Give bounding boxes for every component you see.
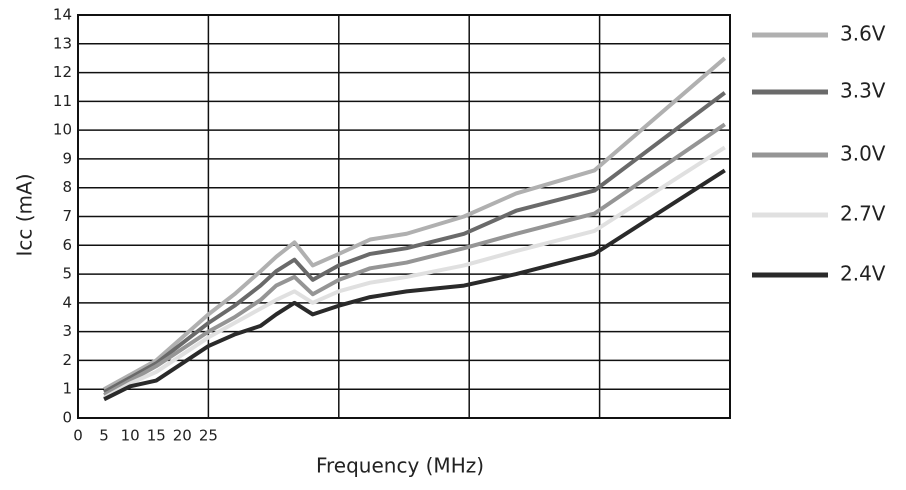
y-tick-label: 3 (62, 322, 72, 340)
y-tick-label: 4 (62, 293, 72, 311)
y-tick-label: 11 (53, 92, 72, 110)
x-tick-label: 25 (199, 427, 218, 445)
legend-label: 3.6V (840, 22, 886, 46)
x-tick-label: 0 (73, 427, 83, 445)
x-tick-label: 10 (121, 427, 140, 445)
x-axis-title: Frequency (MHz) (316, 454, 484, 478)
data-line (103, 56, 727, 391)
data-line (103, 122, 726, 397)
legend-label: 3.0V (840, 142, 886, 166)
y-axis-title: Icc (mA) (13, 173, 37, 256)
y-tick-label: 6 (62, 236, 72, 254)
y-tick-label: 5 (62, 265, 72, 283)
y-tick-label: 1 (62, 380, 72, 398)
data-line (103, 91, 726, 394)
y-tick-label: 2 (62, 351, 72, 369)
y-tick-label: 10 (53, 121, 72, 139)
y-tick-label: 13 (53, 34, 72, 52)
y-tick-label: 8 (62, 178, 72, 196)
legend-label: 2.7V (840, 202, 886, 226)
y-tick-label: 7 (62, 207, 72, 225)
plot-border (77, 14, 731, 419)
legend-label: 3.3V (840, 79, 886, 103)
x-tick-label: 5 (99, 427, 109, 445)
data-line (103, 168, 726, 402)
y-tick-label: 14 (53, 6, 72, 24)
data-line (103, 145, 726, 400)
y-tick-label: 12 (53, 63, 72, 81)
x-tick-label: 20 (173, 427, 192, 445)
y-tick-label: 9 (62, 149, 72, 167)
y-tick-label: 0 (62, 409, 72, 427)
x-tick-label: 15 (147, 427, 166, 445)
legend-label: 2.4V (840, 262, 886, 286)
